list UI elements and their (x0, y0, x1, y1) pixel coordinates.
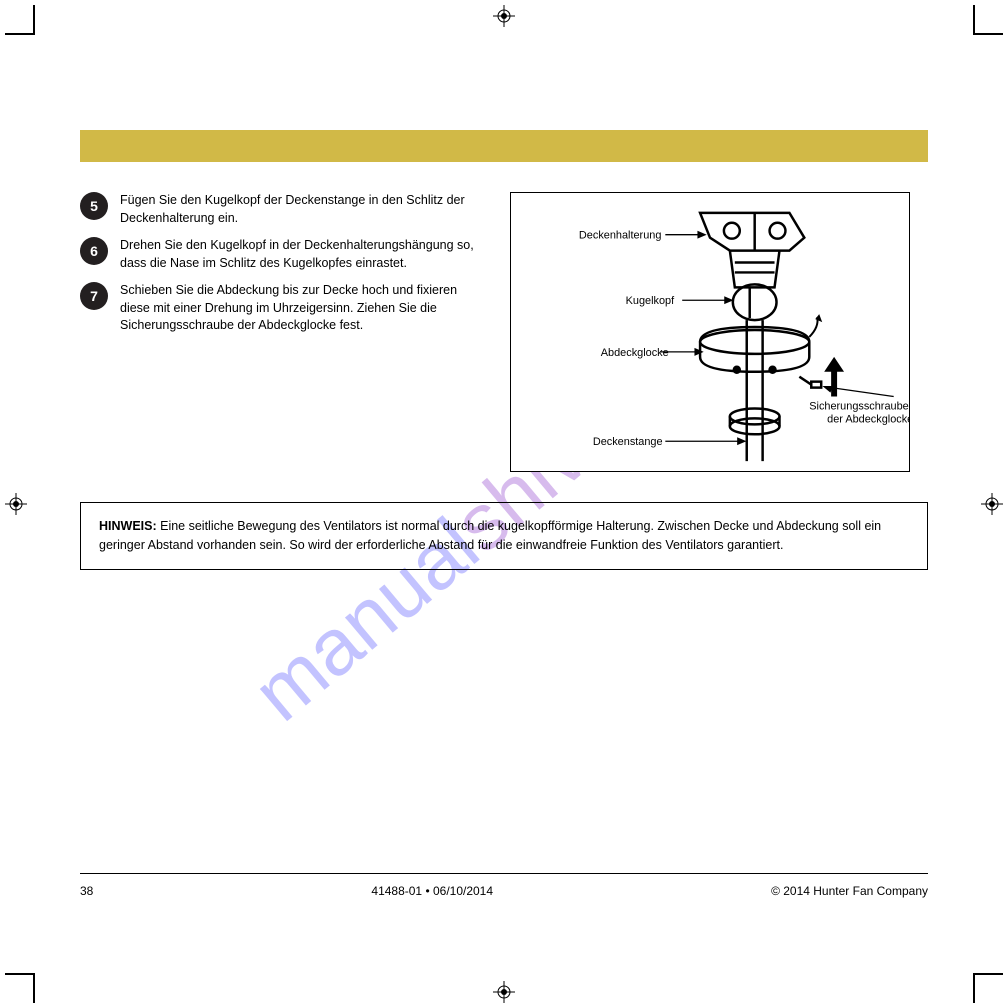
label-canopy: Abdeckglocke (601, 347, 669, 359)
diagram-column: Deckenhalterung Kugelkopf Abdeckglocke D… (510, 192, 928, 472)
label-downrod: Deckenstange (593, 436, 663, 448)
label-bracket: Deckenhalterung (579, 230, 661, 242)
step-7: 7 Schieben Sie die Abdeckung bis zur Dec… (80, 282, 490, 335)
assembly-diagram: Deckenhalterung Kugelkopf Abdeckglocke D… (510, 192, 910, 472)
note-box: HINWEIS: Eine seitliche Bewegung des Ven… (80, 502, 928, 570)
label-ball: Kugelkopf (626, 295, 675, 307)
registration-mark-top (493, 5, 515, 27)
step-number: 7 (80, 282, 108, 310)
crop-mark-tl (5, 5, 45, 45)
step-text: Drehen Sie den Kugelkopf in der Deckenha… (120, 237, 490, 272)
registration-mark-right (981, 493, 1003, 515)
label-screw-1: Sicherungsschraube (809, 400, 908, 412)
page-footer: 38 41488-01 • 06/10/2014 © 2014 Hunter F… (80, 873, 928, 898)
footer-company: © 2014 Hunter Fan Company (771, 884, 928, 898)
label-screw-2: der Abdeckglocke (827, 413, 909, 425)
crop-mark-br (963, 963, 1003, 1003)
step-6: 6 Drehen Sie den Kugelkopf in der Decken… (80, 237, 490, 272)
crop-mark-tr (963, 5, 1003, 45)
step-number: 5 (80, 192, 108, 220)
body-area: 5 Fügen Sie den Kugelkopf der Deckenstan… (80, 192, 928, 472)
step-text: Schieben Sie die Abdeckung bis zur Decke… (120, 282, 490, 335)
steps-column: 5 Fügen Sie den Kugelkopf der Deckenstan… (80, 192, 510, 472)
registration-mark-bottom (493, 981, 515, 1003)
note-heading: HINWEIS: (99, 519, 157, 533)
step-5: 5 Fügen Sie den Kugelkopf der Deckenstan… (80, 192, 490, 227)
footer-model: 41488-01 • 06/10/2014 (371, 884, 493, 898)
step-number: 6 (80, 237, 108, 265)
title-bar (80, 130, 928, 162)
step-text: Fügen Sie den Kugelkopf der Deckenstange… (120, 192, 490, 227)
registration-mark-left (5, 493, 27, 515)
crop-mark-bl (5, 963, 45, 1003)
footer-page: 38 (80, 884, 93, 898)
page-content: 5 Fügen Sie den Kugelkopf der Deckenstan… (80, 130, 928, 570)
note-text: Eine seitliche Bewegung des Ventilators … (99, 519, 881, 552)
